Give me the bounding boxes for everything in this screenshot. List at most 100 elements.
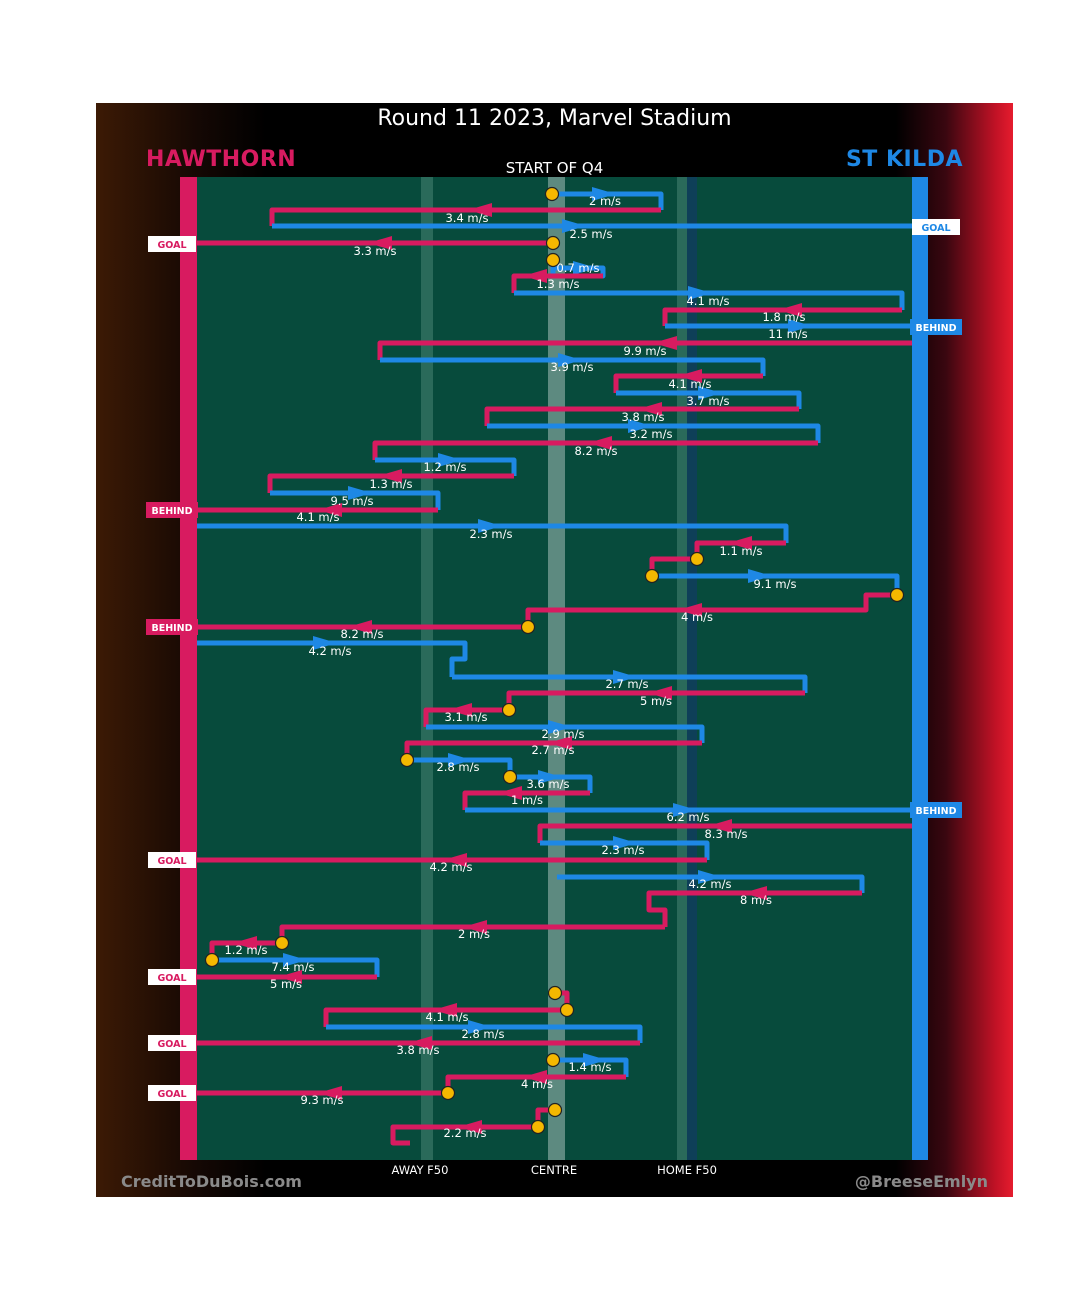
chain-speed-label-26: 4.2 m/s <box>308 644 351 658</box>
chain-arrow-20 <box>318 503 342 517</box>
turnover-marker-12 <box>204 952 220 968</box>
chain-arrow-41 <box>463 920 487 934</box>
turnover-marker-13 <box>547 985 563 1001</box>
chain-path-48 <box>553 1057 629 1077</box>
chain-arrow-47 <box>408 1036 432 1050</box>
home-team-label: HAWTHORN <box>146 147 297 172</box>
chain-speed-label-4: 3.3 m/s <box>353 244 396 258</box>
chain-speed-label-27: 2.7 m/s <box>605 677 648 691</box>
chain-speed-label-3: 2.5 m/s <box>569 227 612 241</box>
turnover-marker-9 <box>399 752 415 768</box>
chain-speed-label-9: 11 m/s <box>768 327 807 341</box>
outcome-badges: GOAL GOAL BEHIND BEHIND BEHIND BEHIND GOAL GOAL… <box>146 219 962 1101</box>
chain-arrow-2 <box>468 203 492 217</box>
chain-path-19 <box>270 490 441 510</box>
chain-speed-label-46: 2.8 m/s <box>461 1027 504 1041</box>
turnover-marker-16 <box>440 1085 456 1101</box>
chain-speed-label-35: 6.2 m/s <box>666 810 709 824</box>
chain-path-7 <box>514 290 905 310</box>
home-f50-band <box>677 177 687 1160</box>
chain-speed-label-17: 1.2 m/s <box>423 460 466 474</box>
chain-path-1 <box>552 191 664 210</box>
chain-arrow-46 <box>468 1020 492 1034</box>
outcome-badge-9: BEHIND <box>915 323 956 334</box>
chain-path-21 <box>197 523 789 543</box>
chain-speed-label-21: 2.3 m/s <box>469 527 512 541</box>
chain-arrow-29 <box>448 703 472 717</box>
turnover-marker-5 <box>644 568 660 584</box>
home-f50-band-2 <box>687 177 697 1160</box>
x-tick-label-3: HOME F50 <box>657 1163 717 1177</box>
chain-speed-label-24: 4 m/s <box>681 610 713 624</box>
chain-speed-label-48: 1.4 m/s <box>568 1060 611 1074</box>
chain-path-24 <box>525 592 897 627</box>
chain-arrow-18 <box>378 469 402 483</box>
away-goal-bar <box>912 177 928 1160</box>
chain-arrow-9 <box>788 319 812 333</box>
outcome-badge-bg-9 <box>910 319 962 335</box>
chain-speed-label-6: 1.3 m/s <box>536 277 579 291</box>
chain-arrow-6 <box>523 269 547 283</box>
outcome-badge-44: GOAL <box>157 973 186 984</box>
chart-title: Round 11 2023, Marvel Stadium <box>377 106 732 131</box>
chain-speed-label-43: 7.4 m/s <box>271 960 314 974</box>
chain-speed-label-16: 8.2 m/s <box>574 444 617 458</box>
chain-path-37 <box>540 840 710 860</box>
chain-arrow-16 <box>588 436 612 450</box>
chain-arrow-10 <box>653 336 677 350</box>
outcome-badge-50: GOAL <box>157 1089 186 1100</box>
outcome-badge-bg-47 <box>148 1035 196 1051</box>
outcome-badge-bg-25 <box>146 619 198 635</box>
outcome-badge-bg-35 <box>910 802 962 818</box>
chain-speed-label-39: 4.2 m/s <box>688 877 731 891</box>
x-tick-label-1: AWAY F50 <box>392 1163 449 1177</box>
chain-arrow-11 <box>558 353 582 367</box>
away-team-label: ST KILDA <box>845 147 963 172</box>
chain-arrow-3 <box>562 219 586 233</box>
chain-speed-label-1: 2 m/s <box>589 194 621 208</box>
turnover-marker-18 <box>530 1119 546 1135</box>
chain-arrow-13 <box>698 386 722 400</box>
chain-speed-label-36: 8.3 m/s <box>704 827 747 841</box>
outcome-badge-47: GOAL <box>157 1039 186 1050</box>
chain-speed-label-11: 3.9 m/s <box>550 360 593 374</box>
chain-path-16 <box>372 440 818 460</box>
chain-path-30 <box>426 724 705 743</box>
chain-path-10 <box>377 340 912 360</box>
chain-arrow-22 <box>728 536 752 550</box>
chain-path-13 <box>616 390 802 409</box>
chain-speed-label-19: 9.5 m/s <box>330 494 373 508</box>
chain-speed-label-15: 3.2 m/s <box>629 427 672 441</box>
turnover-marker-8 <box>501 702 517 718</box>
outcome-badge-bg-3 <box>912 219 960 235</box>
chain-speed-label-44: 5 m/s <box>270 977 302 991</box>
chain-arrow-49 <box>523 1070 547 1084</box>
chain-arrow-5 <box>573 261 597 275</box>
chain-arrow-1 <box>592 187 616 201</box>
chain-speed-label-49: 4 m/s <box>521 1077 553 1091</box>
chain-arrow-19 <box>348 486 372 500</box>
chain-speed-label-47: 3.8 m/s <box>396 1043 439 1057</box>
outcome-badge-25: BEHIND <box>151 623 192 634</box>
chain-speed-label-38: 4.2 m/s <box>429 860 472 874</box>
chain-path-14 <box>484 406 799 426</box>
chain-path-43 <box>212 957 380 977</box>
chain-speed-label-28: 5 m/s <box>640 694 672 708</box>
turnover-marker-11 <box>274 935 290 951</box>
chain-arrow-12 <box>678 369 702 383</box>
chain-arrow-27 <box>613 670 637 684</box>
chain-speed-label-2: 3.4 m/s <box>445 211 488 225</box>
turnover-markers <box>204 186 905 1135</box>
period-label: START OF Q4 <box>505 159 604 177</box>
chain-path-39 <box>557 874 865 893</box>
centre-band <box>548 177 565 1160</box>
chain-arrow-51 <box>458 1120 482 1134</box>
turnover-marker-1 <box>544 186 560 202</box>
chain-arrow-42 <box>233 936 257 950</box>
chain-speed-label-30: 2.9 m/s <box>541 727 584 741</box>
chain-speed-label-5: 0.7 m/s <box>556 261 599 275</box>
x-tick-label-2: CENTRE <box>531 1163 577 1177</box>
turnover-marker-14 <box>559 1002 575 1018</box>
chain-path-27 <box>452 674 808 693</box>
chain-arrow-24 <box>678 603 702 617</box>
